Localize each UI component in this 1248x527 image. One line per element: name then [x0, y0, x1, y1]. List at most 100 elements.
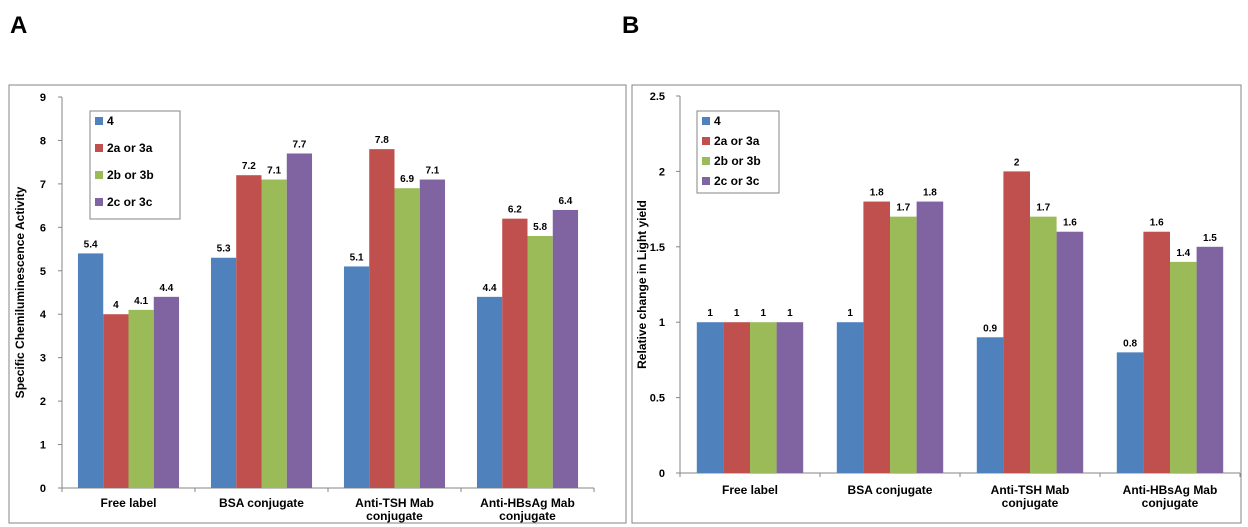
bar-4 — [1116, 352, 1144, 473]
y-axis-label: Relative change in Light yield — [635, 200, 649, 369]
x-category-label: Anti-HBsAg Mab — [1123, 483, 1218, 497]
data-label: 4.1 — [134, 296, 148, 307]
bar-2c-or-3c — [286, 153, 313, 488]
data-label: 7.1 — [267, 166, 281, 177]
data-label: 4 — [113, 300, 119, 311]
bar-2b-or-3b — [527, 236, 553, 488]
x-category-label: conjugate — [1002, 496, 1059, 510]
y-tick-label: 3 — [40, 353, 46, 365]
y-tick-label: 2 — [40, 396, 46, 408]
data-label: 0.8 — [1123, 338, 1137, 349]
data-label: 6.9 — [400, 174, 414, 185]
legend-label: 4 — [714, 114, 721, 128]
data-label: 1 — [847, 308, 853, 319]
data-label: 1.4 — [1176, 248, 1190, 259]
legend-swatch — [702, 177, 710, 185]
data-label: 5.8 — [533, 222, 547, 233]
bar-2a-or-3a — [863, 201, 890, 473]
y-tick-label: 5 — [40, 266, 46, 278]
bar-2a-or-3a — [502, 218, 528, 488]
data-label: 2 — [1014, 157, 1020, 168]
bar-4 — [476, 296, 503, 488]
legend-swatch — [702, 157, 710, 165]
data-label: 0.9 — [983, 323, 997, 334]
data-label: 1 — [707, 308, 713, 319]
legend-swatch — [95, 144, 103, 152]
chart-b: 0 0.5 1 1.5 2 2.5 Relative change in Light yie… — [631, 84, 1242, 524]
bar-4 — [836, 322, 864, 473]
data-label: 6.2 — [508, 205, 522, 216]
chart-frame — [8, 84, 627, 524]
data-label: 5.4 — [84, 239, 98, 250]
chart-a: 0 1 2 3 4 5 6 7 8 9 Specific Chemiluminescence Act… — [8, 84, 627, 524]
legend-label: 2a or 3a — [107, 141, 153, 155]
data-label: 6.4 — [558, 196, 572, 207]
x-category-label: conjugate — [499, 509, 556, 523]
y-tick-label: 1.5 — [650, 242, 665, 254]
bar-2a-or-3a — [1143, 231, 1170, 473]
bar-2c-or-3c — [1056, 231, 1084, 473]
legend-label: 2b or 3b — [107, 168, 154, 182]
data-label: 4.4 — [483, 283, 497, 294]
data-label: 7.1 — [425, 166, 439, 177]
x-category-label: Anti-TSH Mab — [991, 483, 1070, 497]
x-category-label: BSA conjugate — [848, 483, 933, 497]
bar-2c-or-3c — [552, 209, 579, 488]
y-tick-label: 0 — [40, 483, 46, 495]
data-label: 7.8 — [375, 135, 389, 146]
bar-4 — [77, 253, 104, 488]
y-tick-label: 7 — [40, 179, 46, 191]
legend-label: 2c or 3c — [107, 195, 153, 209]
x-category-label: Anti-HBsAg Mab — [480, 496, 575, 510]
data-label: 1.7 — [1036, 203, 1050, 214]
x-category-label: conjugate — [366, 509, 423, 523]
x-category-label: Anti-TSH Mab — [355, 496, 434, 510]
data-label: 1.5 — [1203, 233, 1217, 244]
bar-2a-or-3a — [723, 322, 750, 473]
legend-label: 2b or 3b — [714, 154, 761, 168]
y-tick-label: 2.5 — [650, 91, 665, 103]
legend-swatch — [702, 117, 710, 125]
bar-2b-or-3b — [394, 188, 420, 488]
y-tick-label: 8 — [40, 135, 46, 147]
legend-label: 2c or 3c — [714, 174, 760, 188]
legend-box — [696, 110, 780, 194]
y-tick-label: 0.5 — [650, 393, 665, 405]
data-label: 1.8 — [870, 188, 884, 199]
data-label: 5.1 — [350, 252, 364, 263]
bar-2b-or-3b — [1170, 261, 1197, 473]
bar-2c-or-3c — [916, 201, 944, 473]
chart-frame — [631, 84, 1242, 524]
data-label: 1.8 — [923, 188, 937, 199]
bar-4 — [696, 322, 724, 473]
bar-2a-or-3a — [369, 149, 395, 488]
x-category-label: conjugate — [1142, 496, 1199, 510]
bar-4 — [210, 257, 237, 488]
panel-a-letter: A — [10, 12, 28, 39]
data-label: 5.3 — [217, 244, 231, 255]
data-label: 7.7 — [292, 139, 306, 150]
y-tick-label: 2 — [659, 166, 665, 178]
y-tick-label: 0 — [659, 468, 665, 480]
legend-label: 4 — [107, 114, 114, 128]
y-tick-label: 6 — [40, 222, 46, 234]
legend-swatch — [95, 198, 103, 206]
x-category-label: Free label — [100, 496, 156, 510]
y-tick-label: 1 — [40, 440, 46, 452]
bar-2a-or-3a — [103, 314, 129, 488]
bar-2c-or-3c — [153, 296, 180, 488]
bar-2c-or-3c — [776, 322, 804, 473]
data-label: 1.7 — [896, 203, 910, 214]
bar-2c-or-3c — [419, 179, 446, 489]
y-tick-label: 4 — [40, 309, 47, 321]
legend-box — [89, 110, 181, 220]
bar-2b-or-3b — [750, 322, 777, 473]
legend-swatch — [95, 171, 103, 179]
bar-2c-or-3c — [1196, 246, 1224, 473]
bar-2a-or-3a — [1003, 171, 1030, 473]
y-tick-label: 9 — [40, 92, 46, 104]
panel-b-letter: B — [622, 12, 640, 39]
y-tick-label: 1 — [659, 317, 665, 329]
bar-2b-or-3b — [128, 309, 154, 488]
legend-swatch — [95, 117, 103, 125]
